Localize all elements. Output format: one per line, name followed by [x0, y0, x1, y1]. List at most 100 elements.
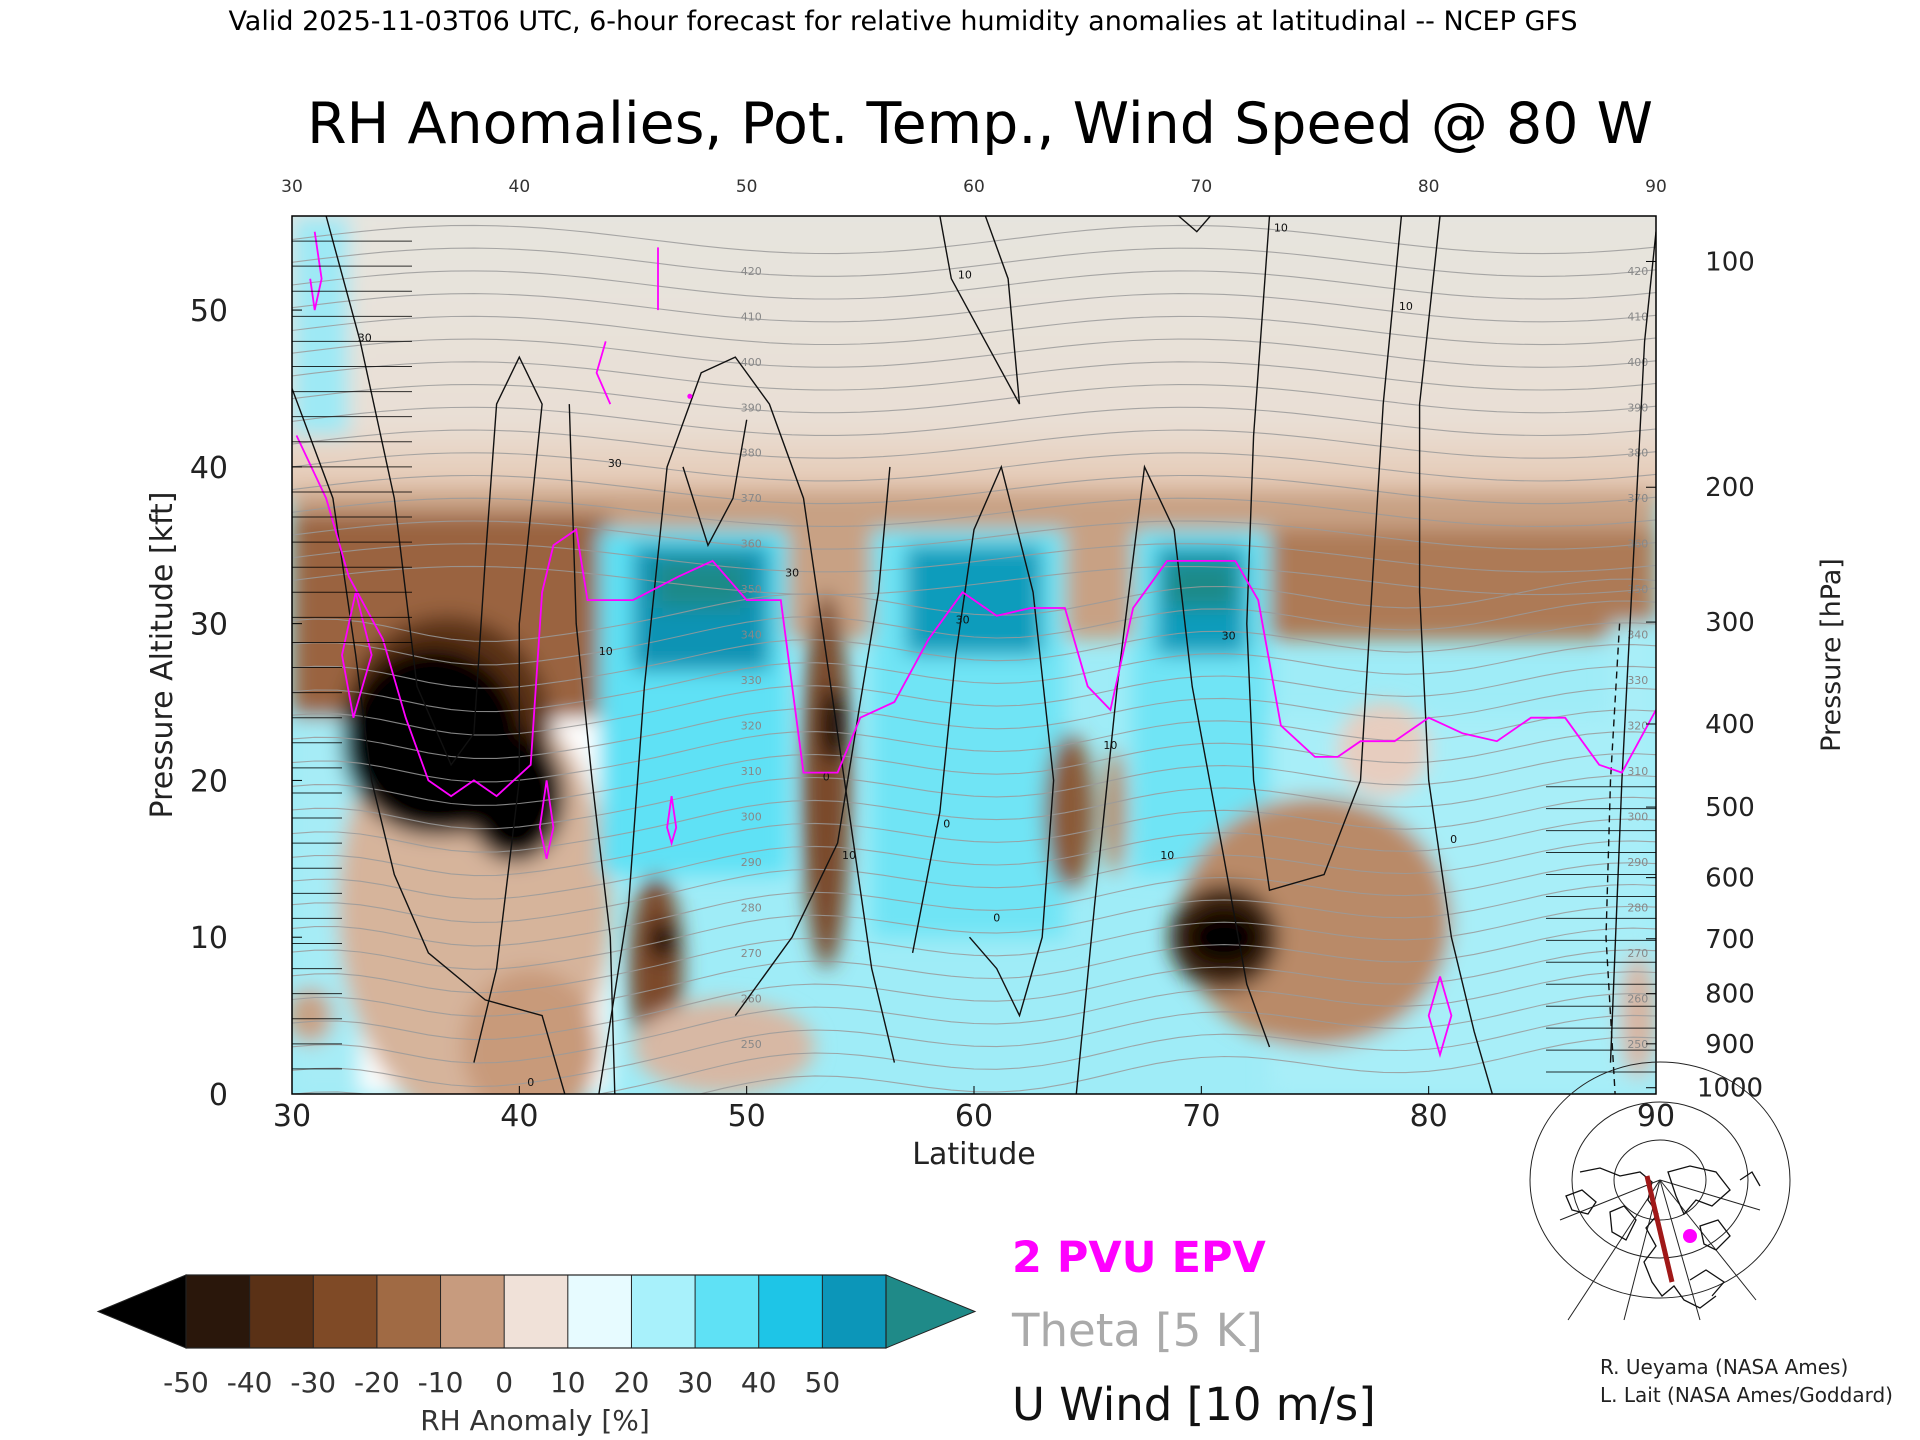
rh-region-very-moist-3: [1167, 560, 1236, 608]
y-axis-label: Pressure Altitude [kft]: [145, 492, 180, 819]
u-wind-contour: [1418, 216, 1493, 1094]
y-tick-label: 40: [190, 451, 228, 486]
colorbar-label: RH Anomaly [%]: [420, 1404, 650, 1437]
colorbar-tick-label: 50: [805, 1366, 841, 1399]
legend-item-0: 2 PVU EPV: [1012, 1233, 1266, 1283]
colorbar-tick-label: -50: [163, 1366, 209, 1399]
rh-region-dry-surface-49: [633, 999, 815, 1094]
theta-contour: [292, 993, 1656, 1088]
colorbar-tick-label: 10: [550, 1366, 586, 1399]
epv-point: [687, 393, 693, 399]
u-wind-label: 0: [1450, 833, 1457, 846]
u-wind-contour: [734, 466, 891, 1017]
chart-title: RH Anomalies, Pot. Temp., Wind Speed @ 8…: [307, 91, 1653, 157]
theta-label-right: 340: [1627, 629, 1648, 642]
theta-contour: [292, 927, 1656, 1017]
x-axis-label: Latitude: [912, 1137, 1035, 1172]
y-tick-label: 50: [190, 294, 228, 329]
theta-label-left: 280: [741, 901, 762, 914]
colorbar-swatch: [567, 1275, 632, 1348]
theta-contour: [292, 474, 1656, 505]
theta-label-right: 330: [1627, 674, 1648, 687]
map-coastlines: [1565, 1165, 1761, 1309]
pressure-tick-label: 400: [1705, 710, 1755, 740]
pressure-tick-label: 100: [1705, 247, 1755, 277]
theta-contour: [292, 565, 1656, 596]
y-axis-right-pressure: 100 200 300 400 500 600 700 800 900 1000: [1546, 247, 1763, 1104]
colorbar-tick-label: 40: [741, 1366, 777, 1399]
contour-legend: 2 PVU EPV Theta [5 K] U Wind [10 m/s]: [1011, 1233, 1376, 1431]
theta-contour: [292, 247, 1656, 277]
theta-label-right: 400: [1627, 356, 1648, 369]
theta-contour: [292, 840, 1656, 923]
u-wind-label: 10: [599, 645, 613, 658]
theta-contour: [292, 224, 1656, 255]
colorbar-swatch: [249, 1275, 314, 1348]
theta-label-right: 260: [1627, 992, 1648, 1005]
rh-region-dry-mid-78: [1337, 702, 1429, 797]
theta-label-left: 360: [741, 538, 762, 551]
theta-label-right: 320: [1627, 720, 1648, 733]
x-tick-label-top: 50: [736, 177, 758, 197]
theta-label-right: 350: [1627, 583, 1648, 596]
theta-contour: [292, 406, 1656, 437]
x-tick-label: 70: [1182, 1099, 1220, 1134]
colorbar-swatch: [631, 1275, 696, 1348]
theta-contour: [292, 883, 1656, 970]
colorbar-swatch: [376, 1275, 442, 1348]
epv-2pvu-contour-small: [666, 795, 678, 847]
theta-contour: [292, 361, 1656, 391]
theta-contour: [292, 384, 1656, 414]
theta-contour: [292, 1014, 1656, 1094]
theta-label-left: 260: [741, 992, 762, 1005]
colorbar-swatch: [758, 1275, 823, 1348]
u-wind-contour-negative: [1605, 623, 1621, 1094]
location-marker: [1683, 1229, 1697, 1243]
colorbar-swatch: [440, 1275, 505, 1348]
rh-region-very-dry-70: [1187, 910, 1261, 964]
u-wind-contours: 30 30 30 30 30 10 10 10 10 10 10 10 0 0 0 0 0: [292, 216, 1656, 1094]
colorbar-over-arrow: [885, 1274, 977, 1349]
theta-label-left: 330: [741, 674, 762, 687]
y-tick-label: 20: [190, 764, 228, 799]
theta-label-right: 310: [1627, 765, 1648, 778]
theta-contour: [292, 796, 1656, 877]
u-wind-label: 30: [785, 567, 799, 580]
theta-label-left: 420: [741, 265, 762, 278]
theta-contour: [292, 338, 1656, 368]
rh-region-dry-west-surface: [292, 987, 333, 1044]
pressure-tick-label: 600: [1705, 864, 1755, 894]
theta-label-right: 270: [1627, 947, 1648, 960]
u-wind-label: 10: [1399, 300, 1413, 313]
colorbar-frame: [185, 1274, 887, 1349]
theta-label-right: 250: [1627, 1038, 1648, 1051]
epv-2pvu-line: [295, 435, 1656, 798]
x-tick-label-top: 90: [1645, 177, 1667, 197]
u-wind-contour: [1246, 216, 1403, 892]
theta-contour: [292, 270, 1656, 300]
y-tick-label: 10: [190, 921, 228, 956]
theta-label-left: 270: [741, 947, 762, 960]
u-wind-contour: [1075, 464, 1271, 1094]
x-tick-label-top: 30: [281, 177, 303, 197]
u-wind-label: 30: [956, 614, 970, 627]
theta-label-right: 410: [1627, 310, 1648, 323]
pressure-tick-label: 300: [1705, 608, 1755, 638]
u-wind-label: 30: [1222, 629, 1236, 642]
pressure-tick-label: 1000: [1697, 1074, 1763, 1104]
rh-region-very-moist-1: [655, 560, 747, 608]
colorbar-swatch: [695, 1275, 760, 1348]
colorbar-tick-label: -10: [418, 1366, 464, 1399]
u-wind-label: 10: [958, 269, 972, 282]
colorbar-swatch: [822, 1275, 887, 1348]
epv-2pvu-contour-small: [595, 341, 612, 405]
x-tick-label: 80: [1410, 1099, 1448, 1134]
theta-label-right: 420: [1627, 265, 1648, 278]
epv-2pvu-contour-small: [309, 231, 323, 311]
colorbar-tick-label: 20: [614, 1366, 650, 1399]
x-tick-label: 60: [955, 1099, 993, 1134]
theta-label-left: 300: [741, 810, 762, 823]
theta-label-left: 250: [741, 1038, 762, 1051]
colorbar-swatch: [313, 1275, 378, 1348]
